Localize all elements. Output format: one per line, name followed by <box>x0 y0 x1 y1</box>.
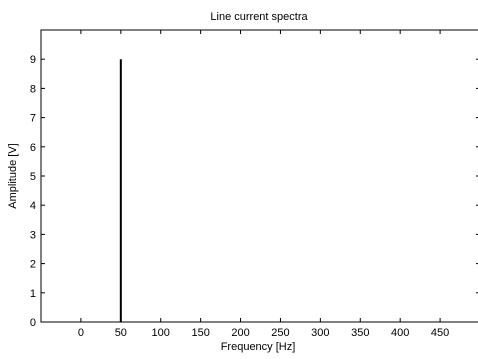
y-tick-label: 1 <box>30 288 36 300</box>
y-tick-label: 7 <box>30 113 36 125</box>
y-tick-label: 2 <box>30 259 36 271</box>
y-axis: 0 1 2 3 4 5 6 7 8 9 <box>30 54 478 329</box>
x-tick-label: 50 <box>115 327 127 339</box>
x-tick-label: 0 <box>78 327 84 339</box>
y-axis-label: Amplitude [V] <box>7 143 19 208</box>
x-tick-label: 200 <box>231 327 249 339</box>
y-tick-label: 6 <box>30 142 36 154</box>
x-axis-label: Frequency [Hz] <box>221 341 296 353</box>
chart-title: Line current spectra <box>210 11 308 23</box>
y-tick-label: 0 <box>30 317 36 329</box>
x-axis: 0 50 100 150 200 250 300 350 400 450 <box>78 30 449 339</box>
x-tick-label: 150 <box>191 327 209 339</box>
x-tick-label: 300 <box>311 327 329 339</box>
x-tick-label: 400 <box>391 327 409 339</box>
y-tick-label: 5 <box>30 171 36 183</box>
x-tick-label: 450 <box>431 327 449 339</box>
x-tick-label: 350 <box>351 327 369 339</box>
y-tick-label: 9 <box>30 54 36 66</box>
x-tick-label: 250 <box>271 327 289 339</box>
y-tick-label: 8 <box>30 83 36 95</box>
y-tick-label: 3 <box>30 229 36 241</box>
x-tick-label: 100 <box>152 327 170 339</box>
y-tick-label: 4 <box>30 200 36 212</box>
plot-area <box>40 29 478 323</box>
